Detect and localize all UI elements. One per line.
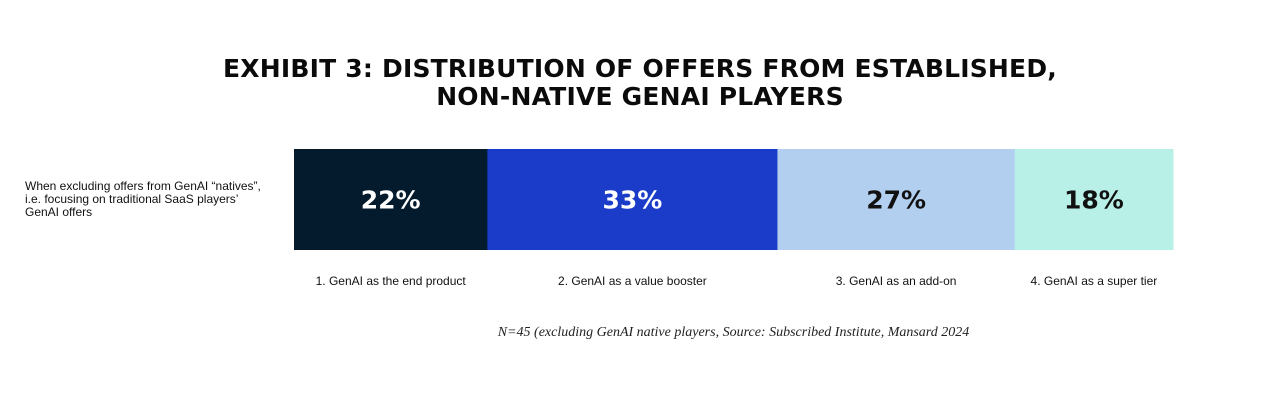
category-label-value-booster: 2. GenAI as a value booster <box>558 274 707 288</box>
value-label-add-on: 27% <box>866 186 926 215</box>
value-label-super-tier: 18% <box>1064 186 1124 215</box>
row-label-line-2: i.e. focusing on traditional SaaS player… <box>25 192 239 206</box>
chart-title-line-1: EXHIBIT 3: DISTRIBUTION OF OFFERS FROM E… <box>223 54 1057 83</box>
category-label-end-product: 1. GenAI as the end product <box>316 274 467 288</box>
category-label-super-tier: 4. GenAI as a super tier <box>1031 274 1158 288</box>
bar-segment-add-on <box>777 149 1016 250</box>
category-label-add-on: 3. GenAI as an add-on <box>836 274 957 288</box>
row-label-line-3: GenAI offers <box>25 205 93 219</box>
bar-segment-super-tier <box>1014 149 1174 250</box>
row-label: When excluding offers from GenAI “native… <box>25 180 285 219</box>
row-label-line-1: When excluding offers from GenAI “native… <box>25 179 261 193</box>
chart-title: EXHIBIT 3: DISTRIBUTION OF OFFERS FROM E… <box>0 55 1280 111</box>
value-label-end-product: 22% <box>361 186 421 215</box>
bar-segment-end-product <box>294 149 488 250</box>
bar-segment-value-booster <box>487 149 778 250</box>
source-footnote: N=45 (excluding GenAI native players, So… <box>497 325 970 340</box>
chart-title-line-2: NON-NATIVE GENAI PLAYERS <box>436 82 844 111</box>
value-label-value-booster: 33% <box>602 186 662 215</box>
